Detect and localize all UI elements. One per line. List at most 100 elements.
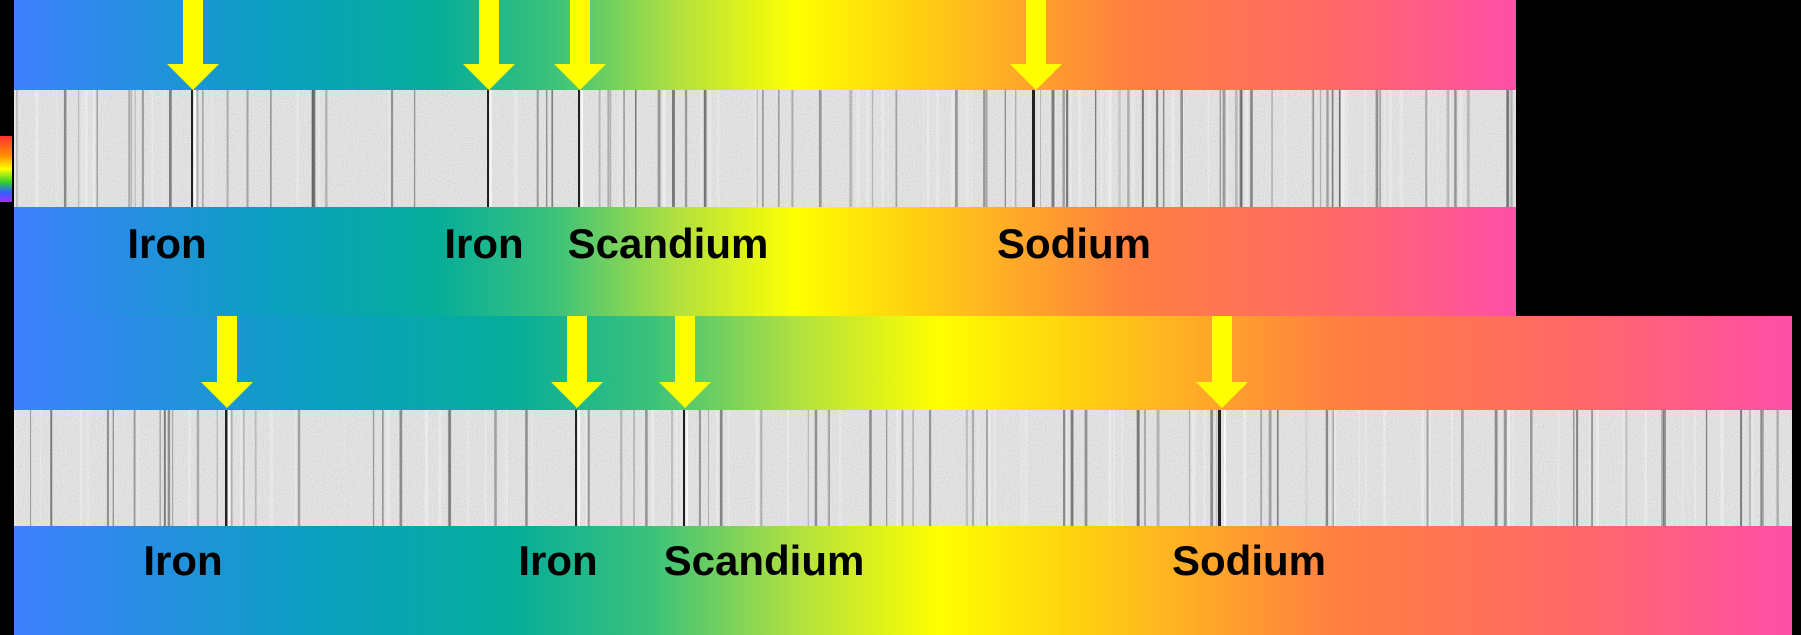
spectral-line bbox=[1504, 410, 1507, 526]
spectral-line bbox=[929, 410, 931, 526]
spectral-line bbox=[977, 410, 979, 526]
spectral-line bbox=[82, 90, 83, 207]
spectral-line bbox=[1157, 410, 1160, 526]
mini-rainbow bbox=[0, 136, 12, 202]
spectral-line bbox=[97, 90, 98, 207]
spectral-line bbox=[1379, 90, 1381, 207]
spectral-line bbox=[1448, 90, 1449, 207]
spectral-line bbox=[857, 90, 860, 207]
absorption-line bbox=[228, 410, 230, 526]
spectral-line bbox=[672, 90, 675, 207]
absorption-line bbox=[1218, 410, 1221, 526]
spectral-line bbox=[960, 90, 962, 207]
spectral-line bbox=[791, 90, 793, 207]
spectral-line bbox=[1095, 90, 1096, 207]
spectral-line bbox=[610, 90, 611, 207]
spectral-line bbox=[1078, 90, 1081, 207]
spectral-line bbox=[1063, 90, 1065, 207]
spectral-line bbox=[966, 410, 968, 526]
element-label: Iron bbox=[143, 537, 222, 584]
spectral-line bbox=[754, 90, 756, 207]
spectral-line bbox=[85, 90, 88, 207]
spectral-line bbox=[78, 90, 79, 207]
spectral-line bbox=[255, 410, 257, 526]
spectral-line bbox=[927, 90, 930, 207]
spectral-line bbox=[1389, 90, 1391, 207]
spectral-line bbox=[720, 410, 723, 526]
spectral-line bbox=[955, 90, 958, 207]
spectral-line bbox=[705, 90, 707, 207]
spectral-line bbox=[1012, 90, 1014, 207]
spectral-line bbox=[172, 410, 173, 526]
spectral-line bbox=[778, 90, 779, 207]
spectral-line bbox=[270, 410, 271, 526]
spectral-line bbox=[1142, 90, 1144, 207]
spectral-line bbox=[1461, 410, 1464, 526]
absorption-line bbox=[487, 90, 489, 207]
spectral-line bbox=[551, 90, 553, 207]
spectral-line bbox=[1227, 90, 1228, 207]
spectral-line bbox=[160, 410, 161, 526]
spectral-line bbox=[1364, 90, 1366, 207]
spectral-line bbox=[1383, 410, 1386, 526]
spectral-line bbox=[546, 90, 547, 207]
spectral-line bbox=[137, 410, 140, 526]
spectral-line bbox=[1235, 90, 1238, 207]
spectral-line bbox=[1776, 410, 1779, 526]
spectral-line bbox=[756, 410, 759, 526]
spectral-line bbox=[671, 410, 673, 526]
absorption-line bbox=[1224, 410, 1226, 526]
spectral-line bbox=[494, 410, 497, 526]
spectral-line bbox=[217, 410, 219, 526]
spectral-line bbox=[1065, 410, 1067, 526]
spectral-line bbox=[1341, 90, 1344, 207]
spectral-line bbox=[448, 410, 450, 526]
spectral-line bbox=[1510, 90, 1512, 207]
spectral-line bbox=[169, 90, 172, 207]
spectral-line bbox=[210, 90, 213, 207]
spectral-line bbox=[50, 410, 52, 526]
spectral-line bbox=[1144, 410, 1146, 526]
spectrum-panel: Iron Iron Scandium Sodium bbox=[14, 0, 1516, 316]
spectral-line bbox=[808, 410, 810, 526]
spectral-line bbox=[391, 90, 393, 207]
spectral-line bbox=[1530, 410, 1533, 526]
spectral-line bbox=[985, 90, 987, 207]
spectral-line bbox=[1576, 410, 1578, 526]
spectral-line bbox=[1024, 410, 1027, 526]
spectral-line bbox=[1573, 410, 1575, 526]
spectral-line bbox=[531, 410, 532, 526]
spectral-line bbox=[107, 410, 109, 526]
spectral-line bbox=[1172, 90, 1174, 207]
spectral-line bbox=[164, 410, 166, 526]
spectral-line bbox=[1156, 90, 1158, 207]
spectral-line bbox=[468, 410, 470, 526]
spectral-line bbox=[270, 90, 272, 207]
spectral-line bbox=[1661, 410, 1664, 526]
spectral-line bbox=[923, 90, 924, 207]
spectral-line bbox=[414, 90, 415, 207]
spectral-line bbox=[620, 410, 622, 526]
spectral-line bbox=[515, 90, 518, 207]
spectral-line bbox=[1499, 410, 1502, 526]
spectral-line bbox=[1122, 410, 1123, 526]
spectral-line bbox=[373, 410, 374, 526]
spectral-line bbox=[1495, 410, 1498, 526]
element-label: Sodium bbox=[1172, 537, 1326, 584]
spectral-line bbox=[30, 410, 31, 526]
spectral-line bbox=[1321, 90, 1323, 207]
spectral-line bbox=[503, 410, 505, 526]
spectral-line bbox=[142, 90, 144, 207]
spectral-line bbox=[1208, 90, 1209, 207]
absorption-line bbox=[1032, 90, 1035, 207]
spectral-line bbox=[189, 410, 191, 526]
spectral-line bbox=[1451, 410, 1453, 526]
spectrum-panel: Iron Iron Scandium Sodium bbox=[14, 316, 1792, 635]
spectral-line bbox=[622, 90, 623, 207]
spectral-line bbox=[14, 410, 15, 526]
spectral-line bbox=[151, 90, 153, 207]
spectral-line bbox=[1589, 410, 1590, 526]
spectral-line bbox=[134, 410, 136, 526]
spectral-line bbox=[1365, 410, 1366, 526]
spectral-line bbox=[994, 410, 997, 526]
